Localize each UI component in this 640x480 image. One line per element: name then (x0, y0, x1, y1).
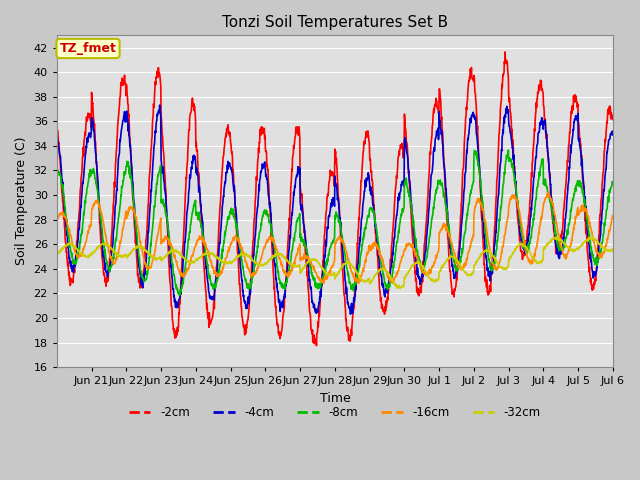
-2cm (310, 334, 317, 339)
-16cm (466, 243, 474, 249)
-2cm (602, 129, 610, 134)
-4cm (602, 166, 610, 172)
-16cm (548, 199, 556, 205)
-2cm (53, 122, 61, 128)
-32cm (140, 245, 148, 251)
-8cm (310, 276, 317, 281)
-32cm (466, 273, 474, 278)
-2cm (312, 343, 320, 348)
-32cm (396, 286, 404, 291)
-4cm (156, 102, 163, 108)
-4cm (310, 304, 317, 310)
-16cm (320, 276, 328, 282)
Line: -2cm: -2cm (57, 52, 612, 346)
-8cm (504, 147, 512, 153)
-2cm (548, 209, 556, 215)
-2cm (140, 267, 148, 273)
-4cm (347, 312, 355, 317)
-16cm (544, 190, 552, 195)
Title: Tonzi Soil Temperatures Set B: Tonzi Soil Temperatures Set B (222, 15, 448, 30)
-2cm (609, 117, 616, 122)
-8cm (53, 168, 61, 173)
-16cm (602, 244, 610, 250)
-4cm (321, 252, 328, 258)
-32cm (609, 246, 616, 252)
-32cm (602, 247, 610, 252)
-8cm (548, 207, 556, 213)
-32cm (310, 256, 317, 262)
-32cm (320, 268, 328, 274)
-16cm (310, 267, 317, 273)
-16cm (53, 218, 61, 224)
-32cm (53, 252, 61, 258)
Legend: -2cm, -4cm, -8cm, -16cm, -32cm: -2cm, -4cm, -8cm, -16cm, -32cm (125, 402, 545, 424)
-2cm (466, 76, 474, 82)
-16cm (355, 280, 362, 286)
-2cm (501, 49, 509, 55)
-32cm (548, 237, 556, 243)
Line: -32cm: -32cm (57, 237, 612, 288)
Text: TZ_fmet: TZ_fmet (60, 42, 116, 55)
-32cm (589, 234, 596, 240)
-8cm (466, 192, 474, 198)
-8cm (321, 268, 328, 274)
Line: -4cm: -4cm (57, 105, 612, 314)
-8cm (602, 210, 610, 216)
-16cm (609, 213, 616, 218)
-4cm (467, 115, 474, 121)
-2cm (321, 233, 328, 239)
-8cm (609, 180, 616, 185)
-4cm (548, 198, 556, 204)
-16cm (140, 254, 148, 260)
-4cm (609, 132, 616, 138)
-4cm (140, 272, 148, 278)
Y-axis label: Soil Temperature (C): Soil Temperature (C) (15, 137, 28, 265)
X-axis label: Time: Time (319, 392, 350, 405)
-8cm (175, 292, 183, 298)
Line: -8cm: -8cm (57, 150, 612, 295)
-8cm (140, 277, 148, 283)
-4cm (53, 132, 61, 138)
Line: -16cm: -16cm (57, 192, 612, 283)
